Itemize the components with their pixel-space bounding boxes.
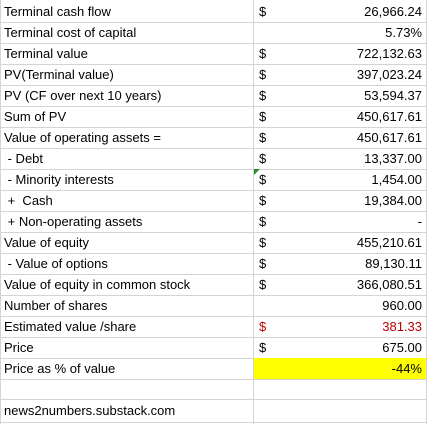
table-row[interactable]: Value of equity in common stock $366,080.… xyxy=(0,274,427,295)
gridline xyxy=(0,337,427,338)
row-label[interactable]: Price xyxy=(4,340,34,355)
row-label[interactable]: + Cash xyxy=(4,193,53,208)
row-label[interactable]: - Value of options xyxy=(4,256,108,271)
currency-symbol[interactable] xyxy=(259,295,273,316)
table-row[interactable]: Price $675.00 xyxy=(0,337,427,358)
highlight-cell xyxy=(254,358,426,379)
gridline xyxy=(0,295,427,296)
row-value[interactable]: 89,130.11 xyxy=(365,256,422,271)
gridline xyxy=(0,253,427,254)
row-value[interactable]: 675.00 xyxy=(382,340,422,355)
gridline xyxy=(0,148,427,149)
gridline xyxy=(0,399,427,400)
row-value[interactable]: 722,132.63 xyxy=(356,46,422,61)
gridline xyxy=(0,422,427,423)
row-value[interactable]: 381.33 xyxy=(382,319,422,334)
row-label[interactable]: Terminal cost of capital xyxy=(4,25,137,40)
row-label[interactable]: Terminal cash flow xyxy=(4,4,111,19)
row-label[interactable]: Value of equity in common stock xyxy=(4,277,191,292)
gridline xyxy=(0,274,427,275)
currency-symbol[interactable]: $ xyxy=(259,172,267,187)
row-label[interactable]: Value of equity xyxy=(4,235,90,250)
currency-symbol[interactable]: $ xyxy=(259,151,267,166)
gridline xyxy=(0,43,427,44)
row-value[interactable]: 13,337.00 xyxy=(364,151,422,166)
currency-symbol[interactable]: $ xyxy=(259,88,267,103)
row-value[interactable]: 53,594.37 xyxy=(364,88,422,103)
row-label[interactable]: + Non-operating assets xyxy=(4,214,143,229)
gridline xyxy=(0,358,427,359)
table-row[interactable]: PV (CF over next 10 years) $53,594.37 xyxy=(0,85,427,106)
table-row[interactable]: Terminal value $722,132.63 xyxy=(0,43,427,64)
currency-symbol[interactable]: $ xyxy=(259,67,267,82)
currency-symbol[interactable]: $ xyxy=(259,109,267,124)
row-value[interactable]: 450,617.61 xyxy=(356,109,422,124)
row-label[interactable]: Value of operating assets = xyxy=(4,130,161,145)
table-row[interactable]: - Debt $13,337.00 xyxy=(0,148,427,169)
table-row[interactable]: Price as % of value -44% xyxy=(0,358,427,379)
gridline xyxy=(0,85,427,86)
row-label[interactable]: PV (CF over next 10 years) xyxy=(4,88,162,103)
currency-symbol[interactable]: $ xyxy=(259,319,267,334)
gridline xyxy=(0,22,427,23)
gridline xyxy=(0,379,427,380)
row-label[interactable]: Terminal value xyxy=(4,46,88,61)
gridline xyxy=(0,106,427,107)
table-row[interactable]: Sum of PV $450,617.61 xyxy=(0,106,427,127)
row-label[interactable]: Number of shares xyxy=(4,298,108,313)
currency-symbol[interactable]: $ xyxy=(259,4,267,19)
table-row[interactable]: Estimated value /share $381.33 xyxy=(0,316,427,337)
table-row[interactable]: PV(Terminal value) $397,023.24 xyxy=(0,64,427,85)
row-label[interactable]: Sum of PV xyxy=(4,109,67,124)
row-value[interactable]: - xyxy=(417,214,422,229)
currency-symbol[interactable]: $ xyxy=(259,340,267,355)
table-row[interactable]: - Value of options $89,130.11 xyxy=(0,253,427,274)
currency-symbol[interactable]: $ xyxy=(259,193,267,208)
table-row[interactable]: Value of operating assets = $450,617.61 xyxy=(0,127,427,148)
row-value[interactable]: 960.00 xyxy=(382,298,422,313)
row-label[interactable]: - Minority interests xyxy=(4,172,114,187)
currency-symbol[interactable]: $ xyxy=(259,46,267,61)
gridline xyxy=(0,316,427,317)
footer-text[interactable]: news2numbers.substack.com xyxy=(4,403,176,418)
currency-symbol[interactable]: $ xyxy=(259,214,267,229)
row-value[interactable]: 19,384.00 xyxy=(364,193,422,208)
row-value[interactable]: 455,210.61 xyxy=(356,235,422,250)
error-indicator-icon xyxy=(254,169,260,175)
currency-symbol[interactable]: $ xyxy=(259,277,267,292)
row-label[interactable]: Estimated value /share xyxy=(4,319,137,334)
gridline xyxy=(0,211,427,212)
row-value[interactable]: 450,617.61 xyxy=(356,130,422,145)
table-row[interactable]: + Non-operating assets $ - xyxy=(0,211,427,232)
table-row[interactable]: Terminal cost of capital 5.73% xyxy=(0,22,427,43)
gridline xyxy=(253,0,254,424)
gridline xyxy=(0,232,427,233)
gridline xyxy=(0,190,427,191)
row-value[interactable]: 5.73% xyxy=(385,25,422,40)
currency-symbol[interactable]: $ xyxy=(259,130,267,145)
table-row[interactable]: Number of shares 960.00 xyxy=(0,295,427,316)
table-row[interactable]: Terminal cash flow $26,966.24 xyxy=(0,1,427,22)
gridline xyxy=(0,127,427,128)
currency-symbol[interactable]: $ xyxy=(259,256,267,271)
row-value[interactable]: 1,454.00 xyxy=(371,172,422,187)
table-row[interactable]: Value of equity $455,210.61 xyxy=(0,232,427,253)
row-value[interactable]: 366,080.51 xyxy=(356,277,422,292)
currency-symbol[interactable] xyxy=(259,22,273,43)
currency-symbol[interactable]: $ xyxy=(259,235,267,250)
table-row[interactable]: - Minority interests $1,454.00 xyxy=(0,169,427,190)
currency-symbol[interactable] xyxy=(259,358,273,379)
row-value[interactable]: -44% xyxy=(391,361,422,376)
row-label[interactable]: - Debt xyxy=(4,151,44,166)
row-value[interactable]: 397,023.24 xyxy=(356,67,422,82)
row-label[interactable]: Price as % of value xyxy=(4,361,116,376)
gridline xyxy=(0,0,1,424)
gridline xyxy=(0,64,427,65)
row-label[interactable]: PV(Terminal value) xyxy=(4,67,114,82)
footer-row[interactable]: news2numbers.substack.com xyxy=(0,400,427,422)
row-value[interactable]: 26,966.24 xyxy=(364,4,422,19)
gridline xyxy=(0,169,427,170)
table-row[interactable]: + Cash $19,384.00 xyxy=(0,190,427,211)
